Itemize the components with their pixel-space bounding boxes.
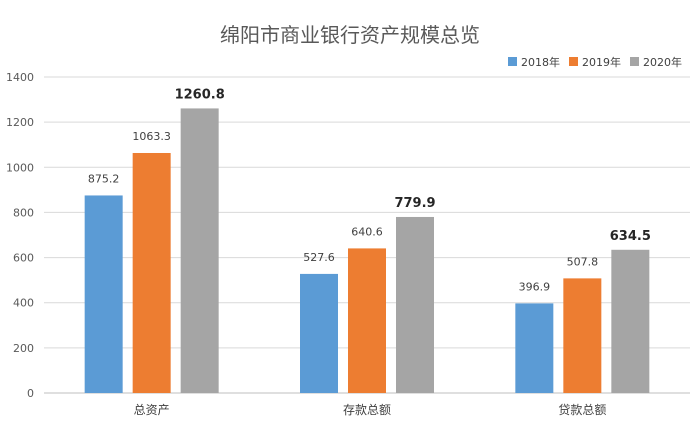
y-tick-label: 400	[13, 297, 34, 310]
data-label: 507.8	[567, 255, 599, 268]
data-label: 875.2	[88, 172, 120, 185]
data-label: 779.9	[394, 196, 435, 211]
legend-label: 2018年	[521, 55, 560, 69]
y-tick-label: 1200	[6, 116, 34, 129]
category-label: 存款总额	[343, 403, 391, 417]
data-label: 1260.8	[175, 87, 225, 102]
bar	[180, 108, 219, 393]
y-tick-label: 1400	[6, 71, 34, 84]
bar	[563, 278, 602, 393]
data-label: 640.6	[351, 225, 383, 238]
x-axis-categories: 总资产 存款总额 贷款总额	[134, 403, 607, 417]
category-label: 总资产	[134, 403, 170, 417]
legend-swatch	[508, 57, 517, 66]
data-label: 1063.3	[132, 130, 171, 143]
bar	[515, 303, 554, 393]
y-axis-ticks: 0 200 400 600 800 1000 1200 1400	[6, 71, 34, 400]
y-tick-label: 200	[13, 342, 34, 355]
bar	[396, 216, 434, 393]
y-tick-label: 800	[13, 206, 34, 219]
legend-label: 2020年	[643, 55, 682, 69]
bar	[611, 249, 650, 393]
data-label: 527.6	[303, 251, 335, 264]
bars	[84, 108, 650, 393]
bar	[84, 195, 123, 393]
y-tick-label: 0	[27, 387, 34, 400]
y-tick-label: 600	[13, 252, 34, 265]
chart-title: 绵阳市商业银行资产规模总览	[220, 23, 480, 47]
legend-label: 2019年	[582, 55, 621, 69]
legend-swatch	[569, 57, 578, 66]
data-labels: 875.2 1063.3 1260.8 527.6 640.6 779.9 396.9 507…	[88, 87, 651, 293]
legend-swatch	[630, 57, 639, 66]
y-tick-label: 1000	[6, 161, 34, 174]
data-label: 634.5	[610, 229, 651, 244]
bar	[132, 152, 171, 393]
category-label: 贷款总额	[558, 403, 606, 417]
legend: 2018年 2019年 2020年	[508, 55, 682, 69]
data-label: 396.9	[519, 280, 551, 293]
bar	[300, 273, 338, 393]
bar	[348, 248, 386, 393]
